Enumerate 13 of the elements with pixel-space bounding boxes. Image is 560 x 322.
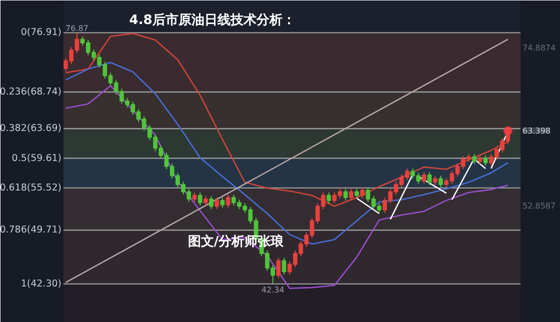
text: 63.398	[522, 126, 550, 136]
ref-line-label: 0.382(63.69)	[0, 123, 62, 134]
ref-line-label: 0.5(59.61)	[12, 152, 62, 164]
chart-title: 4.8后市原油日线技术分析：	[129, 12, 296, 28]
ref-line-label: 0.618(55.52)	[0, 182, 62, 194]
annotation: 42.34	[261, 286, 284, 295]
ref-line-label: 0.236(68.74)	[0, 86, 62, 98]
text: 74.8874	[522, 44, 556, 52]
ref-line-label: 1(42.30)	[20, 278, 62, 290]
ref-line-label: 0(76.91)	[20, 27, 62, 38]
ref-line-label: 0.786(49.71)	[0, 224, 62, 236]
annotation: 76.87	[65, 24, 88, 33]
text: 52.8587	[522, 202, 556, 210]
